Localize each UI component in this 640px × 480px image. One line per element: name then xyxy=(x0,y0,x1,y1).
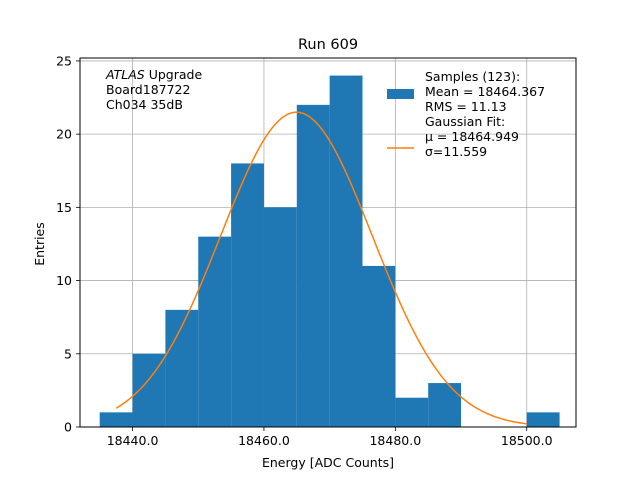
gaussian-fit-curve xyxy=(115,111,527,425)
histogram-bar xyxy=(231,163,264,427)
annotation: ATLAS Upgrade Board187722 Ch034 35dB xyxy=(105,67,202,112)
x-tick-label: 18480.0 xyxy=(369,433,421,448)
histogram-bars xyxy=(99,75,560,428)
legend-text-line: Samples (123): xyxy=(425,69,520,84)
legend-text-line: μ = 18464.949 xyxy=(425,129,519,144)
chart-title: Run 609 xyxy=(298,37,358,53)
gaussian-fit xyxy=(115,111,527,425)
y-tick-label: 15 xyxy=(56,200,72,215)
legend-text-line: σ=11.559 xyxy=(425,144,487,159)
x-tick-label: 18500.0 xyxy=(501,433,553,448)
legend-patch-swatch xyxy=(387,89,414,99)
y-tick-label: 5 xyxy=(64,346,72,361)
histogram-bar xyxy=(99,412,133,427)
annotation-line: ATLAS Upgrade xyxy=(105,67,202,82)
legend-text-line: RMS = 11.13 xyxy=(425,99,507,114)
histogram-bar xyxy=(526,412,560,427)
legend-text-line: Mean = 18464.367 xyxy=(425,84,545,99)
y-tick-label: 20 xyxy=(56,127,72,142)
histogram-bar xyxy=(296,104,330,427)
annotation-line: Ch034 35dB xyxy=(106,97,183,112)
x-axis: 18440.0 18460.0 18480.0 18500.0 xyxy=(107,427,553,448)
histogram-bar xyxy=(263,207,297,427)
x-tick-label: 18460.0 xyxy=(238,433,290,448)
y-tick-label: 25 xyxy=(56,53,72,68)
histogram-bar xyxy=(362,265,396,427)
plot-frame xyxy=(79,57,577,428)
y-axis: 0 5 10 15 20 25 xyxy=(56,53,80,435)
x-tick-label: 18440.0 xyxy=(107,433,159,448)
histogram-bar xyxy=(198,236,232,427)
histogram-bar xyxy=(329,75,363,428)
annotation-line: Board187722 xyxy=(106,82,190,97)
legend-text-line: Gaussian Fit: xyxy=(425,114,505,129)
histogram-bar xyxy=(395,397,429,427)
y-tick-label: 10 xyxy=(56,273,72,288)
legend: Samples (123): Mean = 18464.367 RMS = 11… xyxy=(387,69,545,159)
y-axis-label: Entries xyxy=(32,222,47,266)
histogram-bar xyxy=(428,383,462,427)
y-tick-label: 0 xyxy=(64,420,72,435)
histogram-bar xyxy=(165,309,199,427)
x-axis-label: Energy [ADC Counts] xyxy=(262,455,394,470)
